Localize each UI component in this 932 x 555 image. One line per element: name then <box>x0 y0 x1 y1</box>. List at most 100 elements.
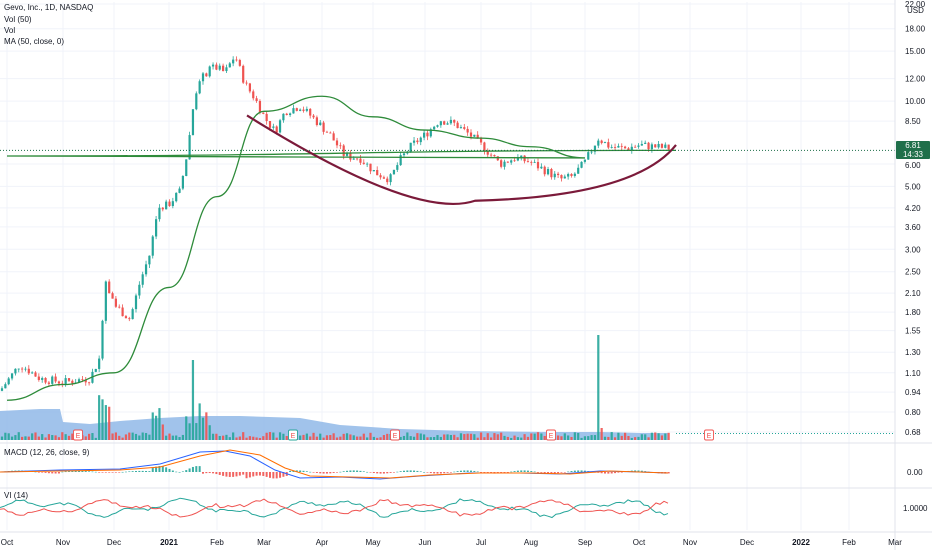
candle-body <box>84 379 87 383</box>
macd-histogram-bar <box>131 471 134 472</box>
macd-histogram-bar <box>577 470 580 472</box>
volume-bar <box>540 433 543 440</box>
price-tick-label: 4.20 <box>905 204 921 213</box>
candle-body <box>557 173 560 176</box>
candle-body <box>449 119 452 124</box>
macd-histogram-bar <box>309 471 312 473</box>
volume-bar <box>14 435 17 440</box>
candle-body <box>359 158 362 163</box>
candle-body <box>382 177 385 179</box>
volume-bar <box>148 434 151 440</box>
macd-histogram-bar <box>34 471 37 473</box>
price-axis[interactable]: 22.00 18.00 15.00 12.00 10.00 8.50 6.00 5.00 4.2… <box>905 0 926 437</box>
volume-bar <box>118 435 121 440</box>
macd-histogram-bar <box>456 471 459 472</box>
vol50-legend[interactable]: Vol (50) <box>4 15 32 24</box>
candle-body <box>456 122 459 129</box>
volume-bar <box>235 437 238 440</box>
macd-histogram-bar <box>436 472 439 474</box>
candle-body <box>289 113 292 115</box>
volume-bar <box>496 434 499 440</box>
earnings-marker: E <box>288 429 298 441</box>
vi-axis[interactable]: 1.0000 <box>903 504 928 513</box>
candle-body <box>295 108 298 111</box>
macd-histogram-bar <box>252 472 255 477</box>
candle-body <box>516 157 519 161</box>
volume-bar <box>593 435 597 440</box>
candle-body <box>366 163 369 165</box>
volume-bar <box>376 437 379 440</box>
candle-body <box>14 368 17 374</box>
macd-histogram-bar <box>476 471 479 473</box>
candle-body <box>369 163 372 172</box>
candle-body <box>583 159 586 162</box>
candle-body <box>101 320 104 359</box>
ma-legend[interactable]: MA (50, close, 0) <box>4 37 65 46</box>
macd-histogram-bar <box>191 466 194 472</box>
volume-bar <box>101 399 104 440</box>
candle-body <box>51 376 54 384</box>
macd-histogram-bar <box>61 471 64 473</box>
candle-body <box>634 146 637 148</box>
macd-histogram-bar <box>68 471 70 472</box>
macd-histogram-bar <box>88 471 91 472</box>
macd-histogram-bar <box>614 472 617 474</box>
volume-bar <box>121 437 124 440</box>
volume-bar <box>278 432 282 440</box>
ma-line <box>6 95 677 401</box>
volume-bar <box>94 437 97 440</box>
price-tick-label: 6.00 <box>905 161 921 170</box>
macd-histogram-bar <box>449 472 452 473</box>
macd-histogram-bar <box>560 472 563 473</box>
volume-bar <box>419 433 422 440</box>
candle-body <box>54 376 57 382</box>
volume-bar <box>433 437 436 440</box>
volume-bar <box>382 435 385 440</box>
macd-histogram-bar <box>315 472 318 473</box>
candle-body <box>510 160 513 163</box>
candle-body <box>580 161 583 168</box>
macd-histogram-bar <box>78 470 81 472</box>
macd-histogram-bar <box>540 472 543 473</box>
candle-body <box>218 65 221 70</box>
candle-body <box>37 376 40 380</box>
candle-body <box>121 307 124 317</box>
macd-histogram-bar <box>506 472 509 473</box>
macd-histogram-bar <box>205 472 208 474</box>
vol-legend[interactable]: Vol <box>4 26 16 35</box>
earnings-marker-letter: E <box>291 433 296 440</box>
symbol-title[interactable]: Gevo, Inc., 1D, NASDAQ <box>4 3 94 12</box>
macd-histogram-bar <box>620 472 623 473</box>
volume-bar <box>332 433 335 440</box>
candle-body <box>7 378 10 385</box>
macd-histogram-bar <box>550 472 553 474</box>
candle-body <box>493 155 496 157</box>
macd-histogram-bar <box>386 472 389 474</box>
macd-legend[interactable]: MACD (12, 26, close, 9) <box>4 448 90 457</box>
candle-body <box>396 165 399 170</box>
candle-body <box>188 135 191 160</box>
volume-bar <box>325 435 329 440</box>
candle-body <box>453 119 456 123</box>
candle-body <box>165 201 168 210</box>
candle-body <box>563 176 566 179</box>
macd-axis[interactable]: 0.00 <box>907 468 923 477</box>
candle-body <box>114 298 117 307</box>
macd-histogram-bar <box>573 470 576 472</box>
price-tick-label: 15.00 <box>905 47 926 56</box>
volume-bar <box>158 408 161 440</box>
candle-body <box>242 65 245 83</box>
volume-bar <box>185 416 188 440</box>
candle-body <box>278 120 282 133</box>
vi-legend[interactable]: VI (14) <box>4 491 29 500</box>
volume-bar <box>466 433 469 440</box>
volume-bar <box>520 437 523 440</box>
time-axis[interactable]: Oct Nov Dec 2021 Feb Mar Apr May Jun Jul Aug Sep Oct… <box>1 538 902 547</box>
macd-histogram-bar <box>124 471 127 473</box>
macd-histogram-bar <box>161 466 164 472</box>
volume-bar <box>459 433 463 440</box>
price-tick-label: 8.50 <box>905 117 921 126</box>
